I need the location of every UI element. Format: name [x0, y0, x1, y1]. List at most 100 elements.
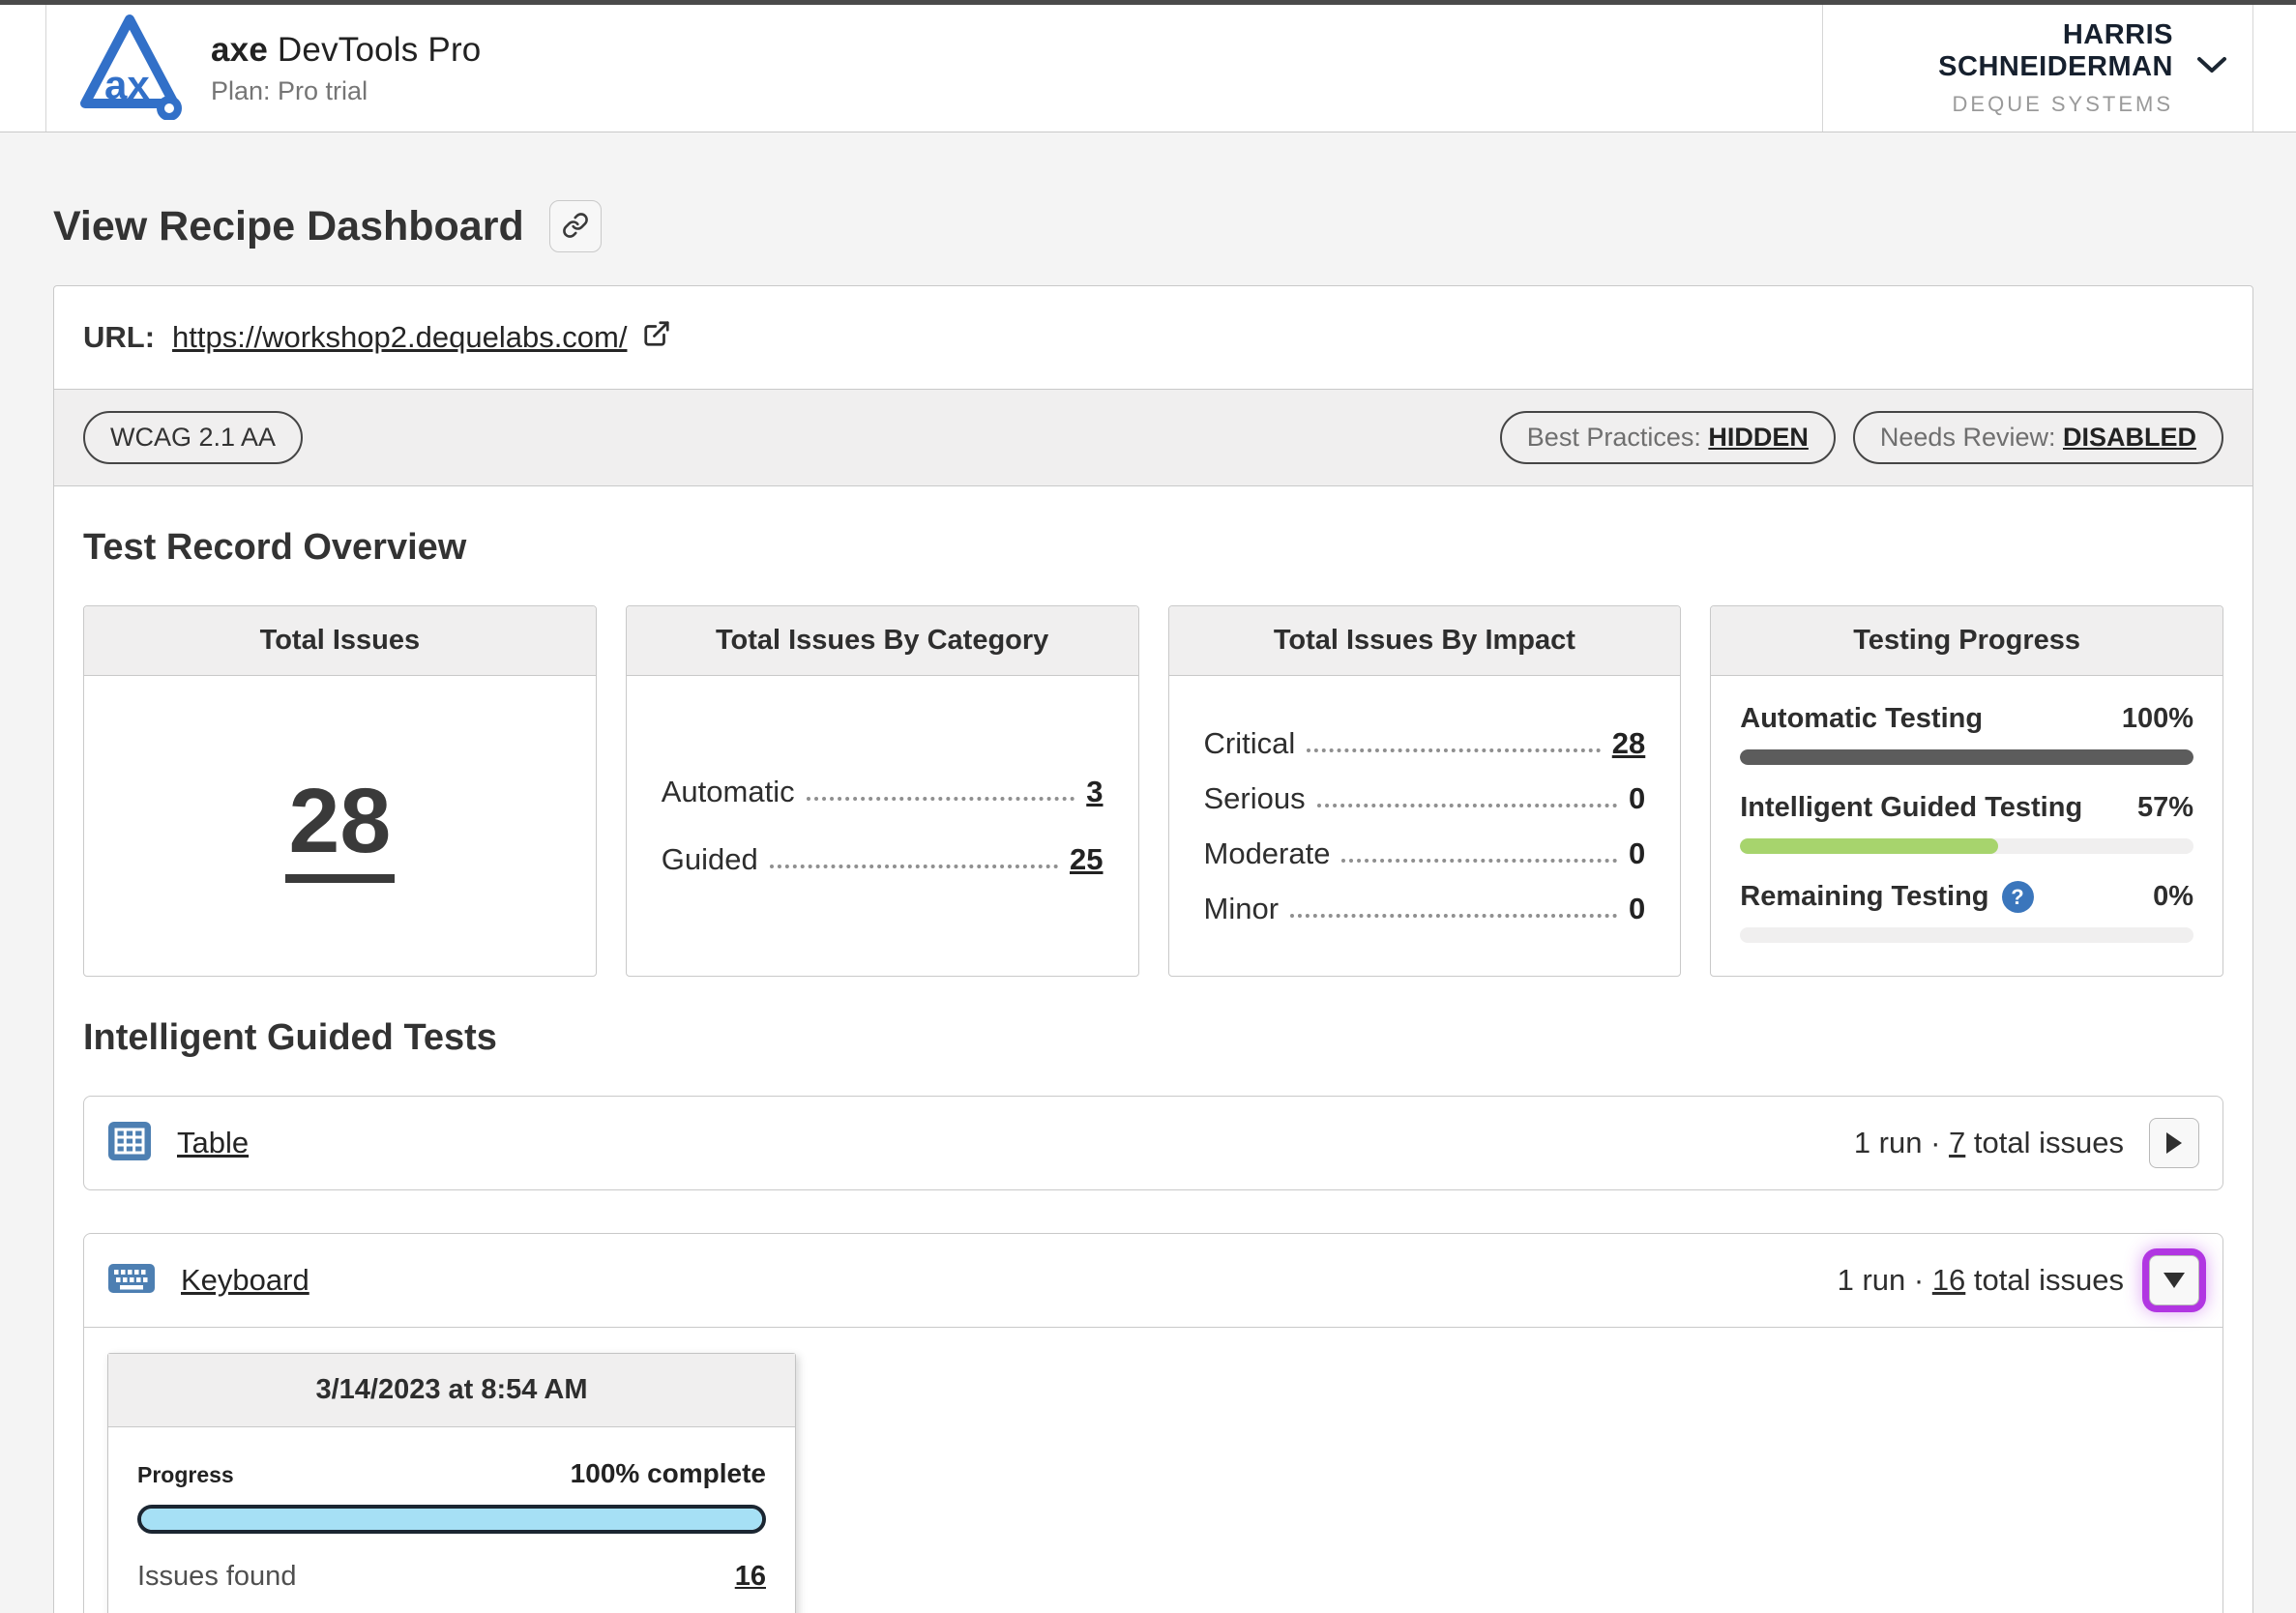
by-category-title: Total Issues By Category: [626, 606, 1138, 676]
stat-label: Intelligent Guided Testing: [1740, 792, 2083, 823]
table-expand-button[interactable]: [2149, 1118, 2199, 1168]
impact-row-minor: Minor 0: [1204, 892, 1646, 926]
stat-percent: 0%: [2153, 881, 2193, 912]
overview-cards: Total Issues 28 Total Issues By Category…: [83, 605, 2223, 977]
run-progressbar-fill: [141, 1509, 762, 1530]
category-count-link[interactable]: 3: [1086, 775, 1104, 808]
category-label: Automatic: [661, 775, 795, 808]
category-row-automatic: Automatic 3: [662, 775, 1104, 809]
recipe-url-link[interactable]: https://workshop2.dequelabs.com/: [172, 319, 671, 356]
needs-review-chip[interactable]: Needs Review: DISABLED: [1852, 411, 2223, 464]
chevron-down-icon: [2196, 56, 2227, 80]
page-title: View Recipe Dashboard: [53, 202, 524, 249]
run-card: 3/14/2023 at 8:54 AM Progress 100% compl…: [107, 1353, 796, 1613]
by-category-body: Automatic 3 Guided 25: [627, 676, 1138, 976]
run-count-text: 1 run ·: [1837, 1263, 1932, 1297]
app-name-rest: DevTools Pro: [268, 30, 482, 69]
copy-link-button[interactable]: [548, 200, 602, 252]
category-row-guided: Guided 25: [662, 842, 1104, 877]
dotted-leader: [1307, 748, 1601, 752]
overview-heading: Test Record Overview: [83, 527, 467, 568]
brand-text: axe DevTools Pro Plan: Pro trial: [211, 31, 481, 106]
issues-found-row: Issues found 16: [137, 1534, 766, 1613]
recipe-url-text: https://workshop2.dequelabs.com/: [172, 320, 628, 354]
issues-by-impact-card: Total Issues By Impact Critical 28 Serio…: [1167, 605, 1682, 977]
impact-count: 0: [1629, 836, 1646, 870]
impact-label: Moderate: [1203, 836, 1331, 870]
impact-row-serious: Serious 0: [1204, 781, 1646, 816]
caret-down-icon: [2164, 1273, 2185, 1288]
help-icon[interactable]: ?: [2001, 881, 2034, 913]
kv-label: Issues found: [137, 1561, 297, 1592]
run-card-title: 3/14/2023 at 8:54 AM: [108, 1354, 795, 1427]
stat-percent: 100%: [2121, 703, 2193, 734]
best-practices-chip[interactable]: Best Practices: HIDDEN: [1499, 411, 1836, 464]
dotted-leader: [1316, 803, 1617, 807]
brand: ax axe DevTools Pro Plan: Pro trial: [46, 5, 1822, 132]
table-run-summary: 1 run · 7 total issues: [1854, 1126, 2124, 1160]
impact-count: 0: [1629, 891, 1646, 925]
impact-row-moderate: Moderate 0: [1204, 836, 1646, 871]
intelligent-guided-tests-section: Intelligent Guided Tests: [54, 1017, 2252, 1613]
best-practices-label: Best Practices:: [1526, 423, 1709, 452]
keyboard-test-link[interactable]: Keyboard: [181, 1263, 309, 1297]
url-row: URL: https://workshop2.dequelabs.com/: [54, 286, 2252, 389]
guided-testing-progressbar: [1740, 838, 2193, 854]
needs-review-label: Needs Review:: [1879, 423, 2063, 452]
table-test-link[interactable]: Table: [177, 1126, 250, 1159]
axe-logo-icon: ax: [75, 12, 184, 125]
total-issues-title: Total Issues: [84, 606, 596, 676]
app-name: axe DevTools Pro: [211, 31, 481, 70]
external-link-icon: [642, 319, 671, 356]
impact-label: Minor: [1203, 891, 1280, 925]
total-issues-count-link[interactable]: 28: [284, 769, 396, 884]
issues-suffix-text: total issues: [1965, 1263, 2124, 1297]
dotted-leader: [1290, 913, 1617, 918]
page-content: View Recipe Dashboard URL: https://works…: [0, 200, 2296, 1613]
dotted-leader: [1341, 858, 1617, 863]
stat-percent: 57%: [2136, 792, 2193, 823]
keyboard-expanded-panel: 3/14/2023 at 8:54 AM Progress 100% compl…: [84, 1328, 2222, 1613]
top-strip: [0, 0, 2296, 5]
run-progressbar: [137, 1505, 766, 1534]
user-menu-button[interactable]: HARRIS SCHNEIDERMAN DEQUE SYSTEMS: [1822, 5, 2253, 132]
keyboard-icon: [107, 1257, 156, 1305]
plan-label: Plan: Pro trial: [211, 75, 368, 105]
by-impact-body: Critical 28 Serious 0 Moderate 0: [1169, 676, 1681, 976]
wcag-chip: WCAG 2.1 AA: [83, 411, 304, 464]
run-progress-value: 100% complete: [570, 1458, 766, 1488]
test-record-overview-section: Test Record Overview Total Issues 28 Tot…: [54, 486, 2252, 1006]
keyboard-collapse-button[interactable]: [2149, 1255, 2199, 1305]
testing-progress-card: Testing Progress Automatic Testing 100%: [1710, 605, 2223, 977]
table-issues-count-link[interactable]: 7: [1949, 1126, 1966, 1159]
header-left-divider: [0, 5, 46, 132]
progressbar-fill: [1740, 749, 2193, 765]
remaining-testing-stat: Remaining Testing ? 0%: [1740, 881, 2193, 943]
progressbar-fill: [1740, 838, 1999, 854]
needs-review-value: DISABLED: [2062, 423, 2196, 452]
guided-test-row-table: Table 1 run · 7 total issues: [83, 1096, 2223, 1190]
testing-progress-body: Automatic Testing 100% Intelligent Guide…: [1711, 676, 2222, 976]
category-label: Guided: [661, 842, 758, 876]
svg-text:ax: ax: [104, 62, 150, 107]
link-icon: [562, 212, 589, 242]
user-text: HARRIS SCHNEIDERMAN DEQUE SYSTEMS: [1848, 19, 2173, 117]
run-count-text: 1 run ·: [1853, 1126, 1950, 1159]
url-label: URL:: [83, 320, 156, 354]
app-header: ax axe DevTools Pro Plan: Pro trial HARR…: [0, 5, 2296, 132]
dotted-leader: [769, 865, 1059, 868]
toggle-chips: Best Practices: HIDDEN Needs Review: DIS…: [1499, 411, 2223, 464]
user-org: DEQUE SYSTEMS: [1952, 92, 2173, 116]
app-name-bold: axe: [211, 30, 268, 69]
automatic-testing-stat: Automatic Testing 100%: [1740, 703, 2193, 765]
issues-suffix-text: total issues: [1965, 1126, 2124, 1159]
keyboard-issues-count-link[interactable]: 16: [1931, 1263, 1966, 1297]
total-issues-body: 28: [84, 676, 596, 976]
impact-count-link[interactable]: 28: [1611, 725, 1646, 760]
category-count-link[interactable]: 25: [1070, 842, 1104, 876]
issues-found-link[interactable]: 16: [734, 1561, 766, 1592]
caret-right-icon: [2166, 1132, 2182, 1154]
user-name: HARRIS SCHNEIDERMAN: [1938, 19, 2173, 82]
impact-label: Critical: [1203, 725, 1296, 760]
dotted-leader: [806, 797, 1075, 801]
